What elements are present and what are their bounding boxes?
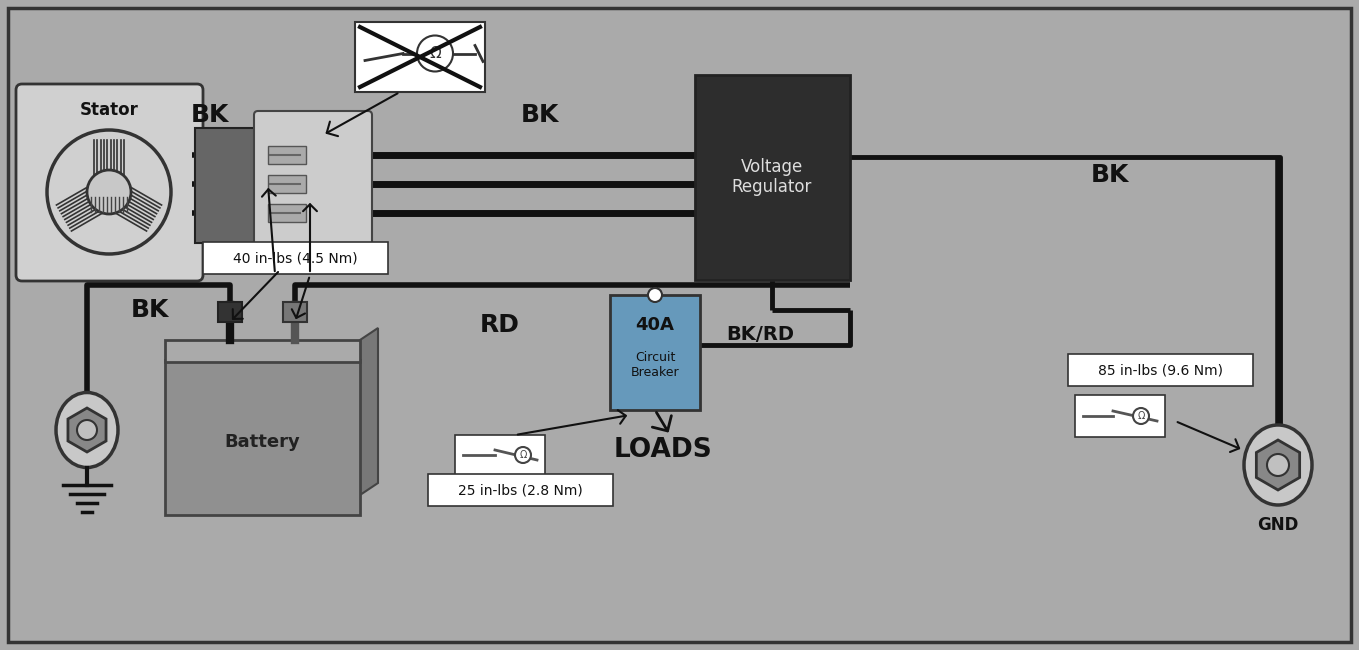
Polygon shape xyxy=(360,328,378,495)
Text: 25 in-lbs (2.8 Nm): 25 in-lbs (2.8 Nm) xyxy=(458,483,583,497)
Ellipse shape xyxy=(1243,425,1311,505)
Bar xyxy=(217,302,242,322)
Circle shape xyxy=(77,420,96,440)
Bar xyxy=(164,340,360,362)
Circle shape xyxy=(417,36,453,72)
Circle shape xyxy=(515,447,531,463)
Text: Voltage
Regulator: Voltage Regulator xyxy=(731,157,813,196)
FancyBboxPatch shape xyxy=(16,84,202,281)
Bar xyxy=(202,242,387,274)
Text: LOADS: LOADS xyxy=(614,437,712,463)
Bar xyxy=(1075,395,1165,437)
Text: BK: BK xyxy=(520,103,559,127)
Text: 85 in-lbs (9.6 Nm): 85 in-lbs (9.6 Nm) xyxy=(1098,363,1223,377)
Text: Ω: Ω xyxy=(1137,411,1144,421)
Text: BK: BK xyxy=(190,103,230,127)
Text: RD: RD xyxy=(480,313,520,337)
Text: BK: BK xyxy=(130,298,169,322)
Circle shape xyxy=(87,170,130,214)
Text: 40 in-lbs (4.5 Nm): 40 in-lbs (4.5 Nm) xyxy=(232,251,357,265)
Bar xyxy=(283,302,307,322)
Bar xyxy=(610,295,700,410)
Text: Battery: Battery xyxy=(224,433,300,451)
Bar xyxy=(355,22,485,92)
Ellipse shape xyxy=(56,393,118,467)
Bar xyxy=(194,128,260,243)
Circle shape xyxy=(1267,454,1288,476)
Bar xyxy=(268,175,306,193)
Polygon shape xyxy=(68,408,106,452)
Bar xyxy=(455,435,545,475)
Circle shape xyxy=(648,288,662,302)
Text: Ω: Ω xyxy=(429,46,440,61)
Bar xyxy=(694,75,849,280)
Text: BK/RD: BK/RD xyxy=(726,326,794,344)
Bar xyxy=(268,146,306,164)
Circle shape xyxy=(1133,408,1148,424)
Text: GND: GND xyxy=(1257,516,1299,534)
Bar xyxy=(164,360,360,515)
Bar xyxy=(268,204,306,222)
Polygon shape xyxy=(1256,440,1299,490)
Bar xyxy=(428,474,613,506)
FancyBboxPatch shape xyxy=(254,111,372,259)
Text: Stator: Stator xyxy=(80,101,139,119)
Text: BK: BK xyxy=(1091,163,1129,187)
Text: Ω: Ω xyxy=(519,450,527,460)
Text: 40A: 40A xyxy=(636,316,674,334)
Bar xyxy=(1068,354,1253,386)
Text: Circuit
Breaker: Circuit Breaker xyxy=(631,351,680,379)
